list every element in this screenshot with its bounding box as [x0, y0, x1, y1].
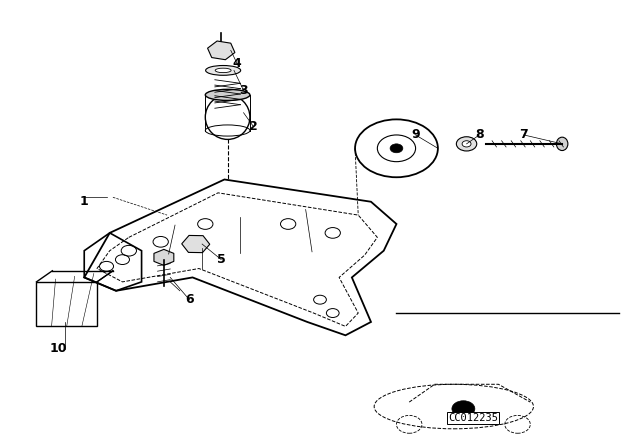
Ellipse shape [205, 89, 250, 100]
Ellipse shape [456, 137, 477, 151]
Text: 10: 10 [50, 342, 67, 355]
Text: 9: 9 [412, 129, 420, 142]
Text: 7: 7 [520, 129, 528, 142]
Text: 3: 3 [239, 84, 248, 97]
Text: 6: 6 [185, 293, 194, 306]
Ellipse shape [205, 65, 241, 75]
Text: 2: 2 [249, 120, 257, 133]
Ellipse shape [462, 141, 471, 147]
Circle shape [390, 144, 403, 153]
Text: 4: 4 [233, 57, 241, 70]
Text: CC012235: CC012235 [448, 413, 498, 422]
Ellipse shape [215, 68, 231, 73]
Text: 5: 5 [217, 253, 226, 266]
Text: 8: 8 [475, 129, 484, 142]
Ellipse shape [556, 137, 568, 151]
Circle shape [452, 401, 475, 417]
Text: 1: 1 [80, 195, 88, 208]
